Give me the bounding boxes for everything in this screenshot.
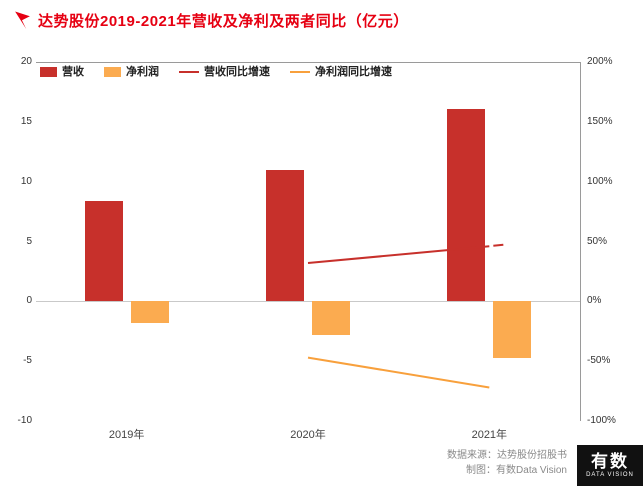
bar-revenue-2 (266, 169, 304, 302)
logo-sub-text: DATA VISION (586, 472, 634, 478)
left-axis-tick-label: 20 (20, 56, 32, 67)
right-axis-tick-label: -100% (587, 415, 616, 426)
legend-item-net-profit-growth: 净利润同比增速 (290, 66, 392, 78)
left-axis-tick-label: -5 (23, 355, 32, 367)
x-axis-label: 2021年 (471, 429, 508, 441)
bar-net-profit-2 (312, 301, 350, 335)
legend-item-revenue-growth: 营收同比增速 (179, 66, 270, 78)
legend-swatch-net-profit (104, 67, 121, 77)
logo: 有数 DATA VISION (577, 445, 643, 486)
legend-label-net-profit: 净利润 (126, 66, 159, 78)
line-end-marker-revenue-growth (493, 243, 504, 247)
bar-net-profit-3 (493, 301, 532, 358)
left-axis-tick-label: 0 (26, 295, 32, 307)
right-axis-tick-label: 100% (587, 175, 613, 187)
legend-swatch-revenue (40, 67, 57, 77)
left-axis-tick-label: 15 (20, 115, 32, 127)
legend-item-net-profit: 净利润 (104, 66, 159, 78)
x-axis-label: 2020年 (290, 429, 326, 441)
legend-label-revenue: 营收 (62, 66, 84, 78)
zero-baseline (36, 300, 580, 302)
right-axis-line (580, 62, 581, 421)
plot-top-border (36, 62, 580, 63)
bar-revenue-1 (84, 200, 123, 302)
source-text: 数据来源：达势股份招股书 (447, 450, 567, 461)
line-net-profit-growth (307, 356, 490, 389)
header: 达势股份2019-2021年营收及净利及两者同比（亿元） (14, 10, 409, 31)
right-axis-tick-label: 150% (587, 115, 613, 127)
legend-label-revenue-growth: 营收同比增速 (204, 66, 270, 78)
legend-label-net-profit-growth: 净利润同比增速 (315, 66, 392, 78)
bar-revenue-3 (447, 108, 486, 302)
footer: 数据来源：达势股份招股书 制图：有数Data Vision (447, 448, 567, 478)
x-axis-label: 2019年 (108, 429, 145, 441)
credit-text: 制图：有数Data Vision (466, 465, 567, 476)
line-revenue-growth (307, 245, 490, 264)
page-title: 达势股份2019-2021年营收及净利及两者同比（亿元） (38, 13, 409, 30)
right-axis-tick-label: 50% (587, 235, 608, 247)
right-axis-tick-label: 200% (587, 56, 613, 67)
left-axis-tick-label: 5 (26, 235, 32, 247)
right-axis-tick-label: 0% (587, 295, 602, 307)
right-axis-tick-label: -50% (587, 355, 611, 367)
left-axis-tick-label: 10 (20, 175, 32, 187)
legend-swatch-net-profit-growth (290, 71, 310, 73)
logo-main-text: 有数 (591, 452, 629, 471)
legend-swatch-revenue-growth (179, 71, 199, 73)
legend: 营收 净利润 营收同比增速 净利润同比增速 (40, 66, 392, 78)
left-axis-tick-label: -10 (17, 415, 32, 426)
legend-item-revenue: 营收 (40, 66, 84, 78)
bar-net-profit-1 (130, 301, 169, 323)
flag-icon (15, 11, 30, 29)
